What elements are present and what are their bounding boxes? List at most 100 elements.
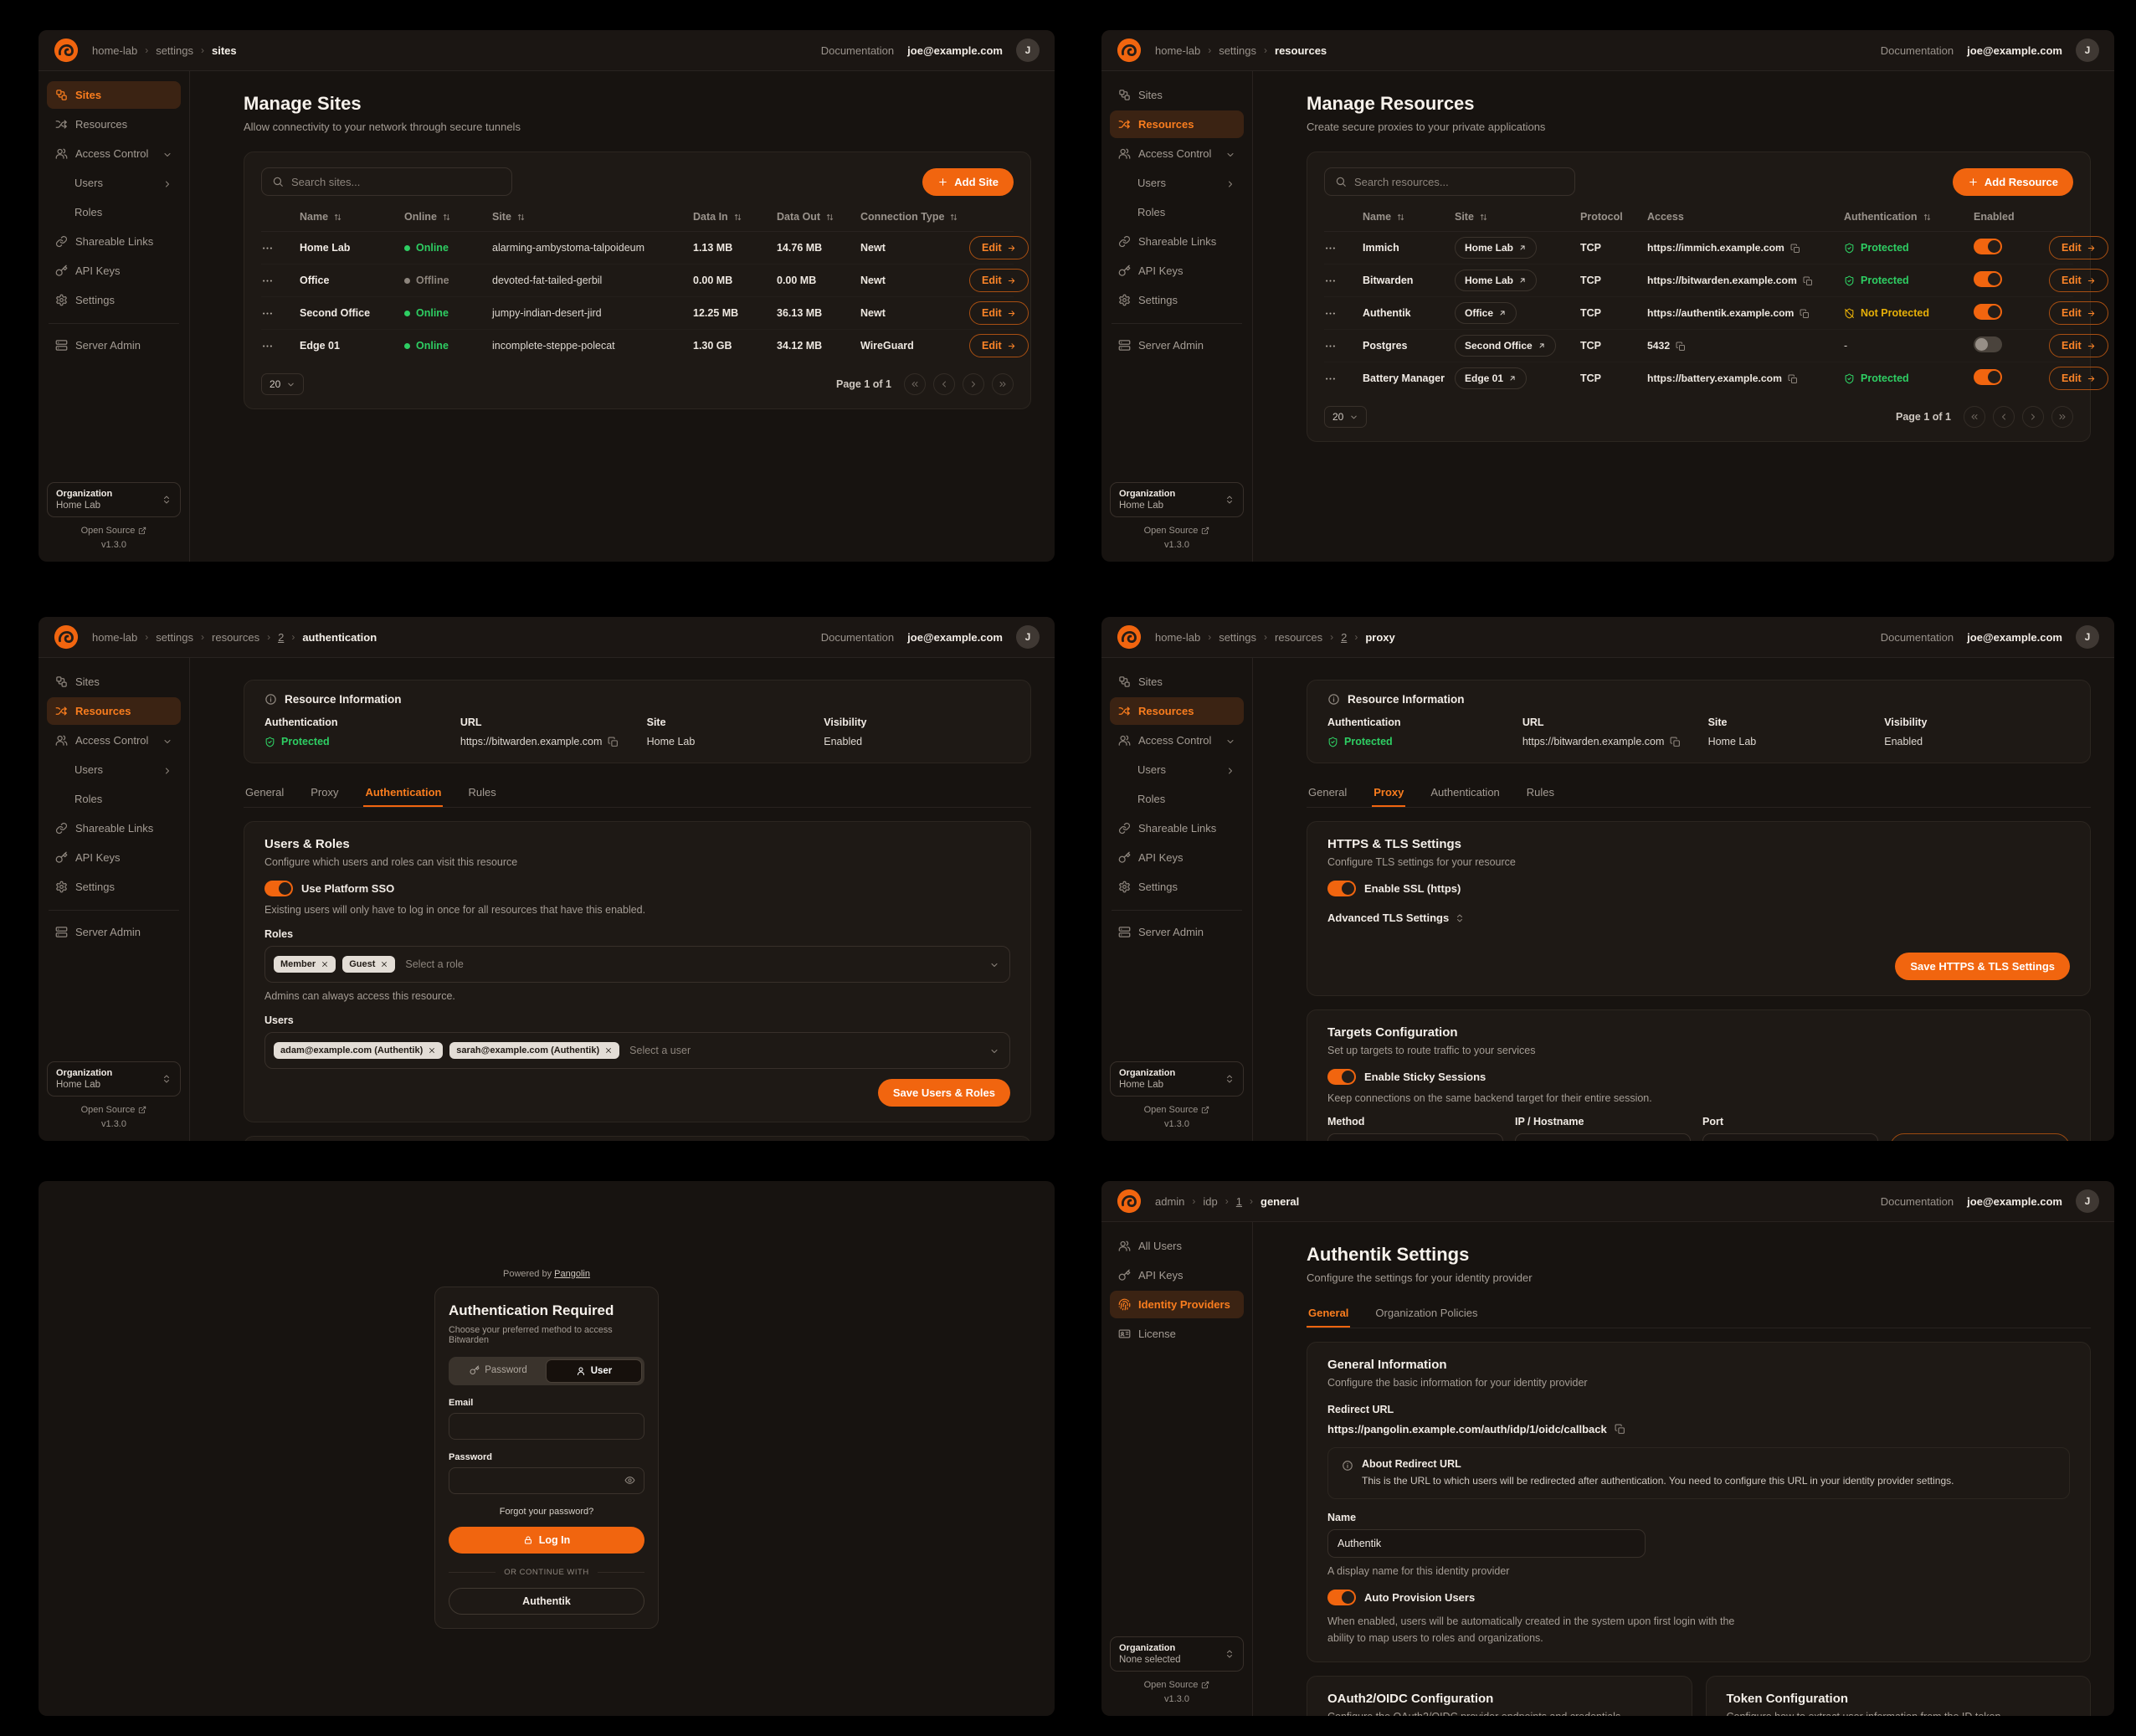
edit-resource-button[interactable]: Edit <box>2049 236 2108 259</box>
column-header[interactable]: Connection Type <box>860 211 969 223</box>
enable-ssl-toggle[interactable] <box>1327 881 1356 896</box>
documentation-link[interactable]: Documentation <box>1880 44 1954 57</box>
breadcrumb-item[interactable]: authentication <box>302 630 377 644</box>
column-header[interactable]: Site <box>1455 211 1580 223</box>
first-page-button[interactable] <box>1964 406 1985 428</box>
last-page-button[interactable] <box>2051 406 2073 428</box>
edit-site-button[interactable]: Edit <box>969 236 1029 259</box>
name-input[interactable]: Authentik <box>1327 1529 1646 1559</box>
breadcrumb-item[interactable]: home-lab <box>1155 44 1201 57</box>
sidebar-item-access-control[interactable]: Access Control <box>47 140 181 167</box>
sidebar-item-sites[interactable]: Sites <box>1110 81 1244 109</box>
breadcrumb-item[interactable]: resources <box>1275 44 1327 57</box>
documentation-link[interactable]: Documentation <box>820 44 895 57</box>
documentation-link[interactable]: Documentation <box>1880 630 1954 644</box>
breadcrumb-item[interactable]: sites <box>212 44 237 57</box>
user-avatar[interactable]: J <box>2076 625 2099 649</box>
breadcrumb-item[interactable]: settings <box>156 44 194 57</box>
row-actions-button[interactable] <box>261 275 300 287</box>
hostname-input[interactable] <box>1515 1133 1691 1141</box>
breadcrumb-item[interactable]: general <box>1261 1194 1300 1208</box>
column-header[interactable]: Name <box>1363 211 1455 223</box>
sidebar-item-settings[interactable]: Settings <box>1110 873 1244 901</box>
platform-sso-toggle[interactable] <box>264 881 293 896</box>
edit-resource-button[interactable]: Edit <box>2049 301 2108 325</box>
advanced-tls-settings[interactable]: Advanced TLS Settings <box>1327 912 2070 924</box>
enabled-toggle[interactable] <box>1974 304 2002 320</box>
tab-general[interactable]: General <box>1308 786 1348 799</box>
sidebar-item-roles[interactable]: Roles <box>74 793 103 805</box>
documentation-link[interactable]: Documentation <box>820 630 895 644</box>
user-email-button[interactable]: joe@example.com <box>907 44 1003 57</box>
add-site-button[interactable]: Add Site <box>922 167 1014 196</box>
user-method-tab[interactable]: User <box>546 1358 642 1383</box>
port-input[interactable] <box>1702 1133 1878 1141</box>
sidebar-item-sites[interactable]: Sites <box>47 81 181 109</box>
selected-chip[interactable]: Member <box>274 956 336 973</box>
organization-selector[interactable]: Organization None selected <box>1110 1636 1244 1672</box>
column-header[interactable]: Data In <box>693 211 777 223</box>
open-source-link[interactable]: Open Source <box>1144 526 1210 536</box>
pangolin-logo[interactable] <box>1117 624 1142 650</box>
sidebar-item-resources[interactable]: Resources <box>1110 697 1244 725</box>
row-actions-button[interactable] <box>1324 307 1363 320</box>
breadcrumb-item[interactable]: settings <box>156 630 194 644</box>
sidebar-item-resources[interactable]: Resources <box>47 697 181 725</box>
page-size-select[interactable]: 20 <box>261 373 305 395</box>
authentik-sso-button[interactable]: Authentik <box>449 1587 644 1615</box>
tab-rules[interactable]: Rules <box>468 786 496 799</box>
edit-site-button[interactable]: Edit <box>969 334 1029 357</box>
prev-page-button[interactable] <box>933 373 955 395</box>
tab-general[interactable]: General <box>245 786 285 799</box>
tab-authentication[interactable]: Authentication <box>1430 786 1500 799</box>
user-avatar[interactable]: J <box>1016 625 1040 649</box>
breadcrumb-item[interactable]: settings <box>1219 630 1257 644</box>
sidebar-item-api-keys[interactable]: API Keys <box>47 257 181 285</box>
save-users-roles-button[interactable]: Save Users & Roles <box>877 1079 1010 1107</box>
email-input[interactable] <box>449 1412 644 1440</box>
enabled-toggle[interactable] <box>1974 239 2002 254</box>
tab-organization-policies[interactable]: Organization Policies <box>1375 1307 1478 1319</box>
copy-icon[interactable] <box>1615 1424 1625 1435</box>
search-input[interactable]: Search resources... <box>1324 167 1575 196</box>
pangolin-logo[interactable] <box>54 38 79 63</box>
column-header[interactable]: Site <box>492 211 693 223</box>
site-link[interactable]: Edge 01 <box>1455 367 1528 389</box>
sidebar-item-api-keys[interactable]: API Keys <box>1110 1261 1244 1289</box>
sidebar-item-shareable-links[interactable]: Shareable Links <box>1110 228 1244 255</box>
breadcrumb-item[interactable]: home-lab <box>92 44 138 57</box>
sidebar-item-sites[interactable]: Sites <box>47 668 181 696</box>
tab-proxy[interactable]: Proxy <box>1372 778 1405 807</box>
first-page-button[interactable] <box>904 373 926 395</box>
breadcrumb-item[interactable]: home-lab <box>1155 630 1201 644</box>
breadcrumb-item[interactable]: resources <box>1275 630 1323 644</box>
breadcrumb-item[interactable]: admin <box>1155 1194 1185 1208</box>
breadcrumb-item[interactable]: 2 <box>1341 630 1348 644</box>
sidebar-item-api-keys[interactable]: API Keys <box>47 844 181 871</box>
organization-selector[interactable]: Organization Home Lab <box>47 482 181 517</box>
password-method-tab[interactable]: Password <box>451 1359 546 1381</box>
edit-resource-button[interactable]: Edit <box>2049 367 2108 390</box>
auto-provision-toggle[interactable] <box>1327 1590 1356 1606</box>
users-select[interactable]: adam@example.com (Authentik) sarah@exampl… <box>264 1032 1010 1069</box>
user-email-button[interactable]: joe@example.com <box>907 630 1003 644</box>
breadcrumb-item[interactable]: home-lab <box>92 630 138 644</box>
sidebar-item-all-users[interactable]: All Users <box>1110 1232 1244 1260</box>
sidebar-item-sites[interactable]: Sites <box>1110 668 1244 696</box>
search-input[interactable]: Search sites... <box>261 167 512 196</box>
sidebar-item-roles[interactable]: Roles <box>1137 793 1166 805</box>
roles-select[interactable]: Member Guest Select a role <box>264 946 1010 983</box>
site-link[interactable]: Office <box>1455 302 1517 324</box>
edit-site-button[interactable]: Edit <box>969 269 1029 292</box>
sidebar-item-roles[interactable]: Roles <box>74 206 103 218</box>
edit-resource-button[interactable]: Edit <box>2049 334 2108 357</box>
sidebar-item-api-keys[interactable]: API Keys <box>1110 844 1244 871</box>
sidebar-item-settings[interactable]: Settings <box>47 873 181 901</box>
edit-site-button[interactable]: Edit <box>969 301 1029 325</box>
sidebar-item-server-admin[interactable]: Server Admin <box>1110 918 1244 946</box>
site-link[interactable]: Home Lab <box>1455 237 1538 259</box>
sidebar-item-api-keys[interactable]: API Keys <box>1110 257 1244 285</box>
column-header[interactable]: Name <box>300 211 404 223</box>
sidebar-item-access-control[interactable]: Access Control <box>1110 727 1244 754</box>
copy-icon[interactable] <box>608 737 619 747</box>
